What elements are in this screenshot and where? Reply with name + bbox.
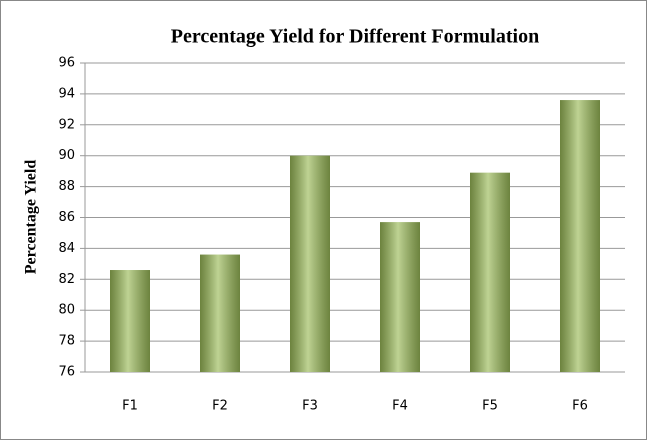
y-tick-label: 82 — [58, 272, 75, 287]
bar-shade — [110, 270, 150, 372]
x-tick-label: F2 — [212, 399, 228, 414]
y-tick-label: 78 — [58, 334, 75, 349]
y-axis-label: Percentage Yield — [23, 160, 40, 275]
x-tick-label: F4 — [392, 399, 408, 414]
y-tick-label: 86 — [58, 210, 75, 225]
x-tick-label: F3 — [302, 399, 318, 414]
y-tick-label: 90 — [58, 148, 75, 163]
y-tick-label: 76 — [58, 365, 75, 380]
bar-shade — [380, 222, 420, 372]
y-tick-label: 96 — [58, 56, 75, 71]
chart-title: Percentage Yield for Different Formulati… — [171, 26, 539, 48]
bar-shade — [470, 172, 510, 372]
bar-shade — [560, 100, 600, 372]
y-tick-label: 92 — [58, 117, 75, 132]
y-tick-label: 94 — [58, 86, 75, 101]
x-tick-label: F6 — [572, 399, 588, 414]
bar-shade — [200, 254, 240, 372]
x-tick-label: F1 — [122, 399, 138, 414]
x-tick-label: F5 — [482, 399, 498, 414]
y-tick-label: 84 — [58, 241, 75, 256]
y-tick-label: 88 — [58, 179, 75, 194]
y-tick-label: 80 — [58, 303, 75, 318]
bar-shade — [290, 155, 330, 372]
